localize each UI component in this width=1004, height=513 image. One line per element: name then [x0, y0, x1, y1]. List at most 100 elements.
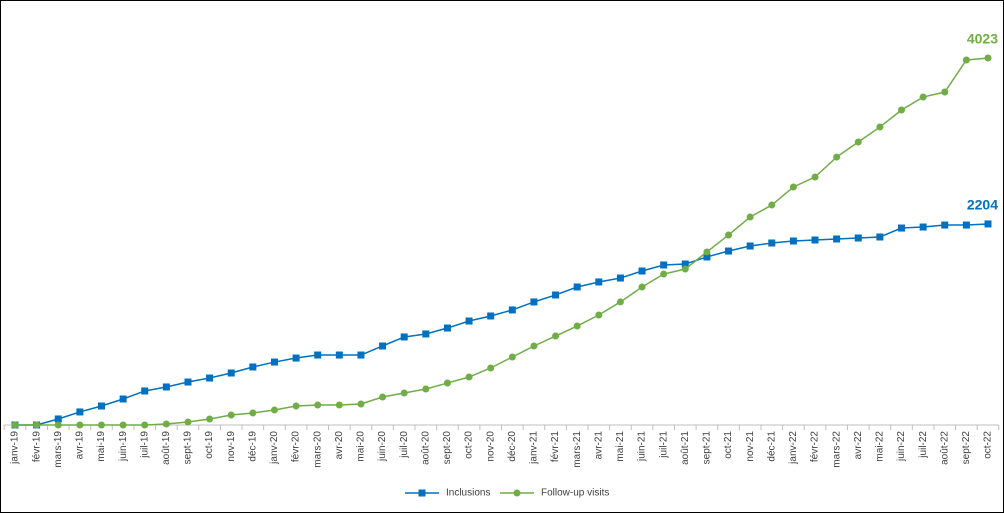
- data-point: [984, 54, 992, 62]
- data-point: [443, 379, 451, 387]
- data-point: [638, 283, 646, 291]
- data-label: 4023: [967, 31, 998, 47]
- x-tick-label: juin-20: [377, 431, 388, 462]
- data-point: [703, 248, 711, 256]
- x-tick-label: août-22: [939, 431, 950, 465]
- x-tick-label: sept-22: [961, 431, 972, 465]
- data-point: [141, 387, 149, 395]
- x-tick-label: juil-21: [658, 431, 669, 459]
- data-point: [789, 237, 797, 245]
- data-point: [919, 93, 927, 101]
- x-tick-label: févr-19: [31, 431, 42, 463]
- data-point: [595, 311, 603, 319]
- data-point: [97, 421, 105, 429]
- data-point: [833, 235, 841, 243]
- data-point: [746, 213, 754, 221]
- legend-label: Follow-up visits: [541, 488, 609, 499]
- data-point: [54, 421, 62, 429]
- x-tick-label: nov-19: [226, 431, 237, 462]
- x-tick-label: juil-19: [139, 431, 150, 459]
- data-point: [400, 333, 408, 341]
- data-point: [508, 353, 516, 361]
- data-point: [530, 298, 538, 306]
- data-point: [768, 239, 776, 247]
- data-point: [487, 364, 495, 372]
- x-tick-label: juil-22: [918, 431, 929, 459]
- data-point: [984, 220, 992, 228]
- x-tick-label: janv-22: [788, 431, 799, 465]
- data-point: [854, 234, 862, 242]
- data-point: [11, 421, 19, 429]
- data-point: [638, 267, 646, 275]
- data-point: [249, 363, 257, 371]
- data-point: [227, 411, 235, 419]
- x-tick-label: nov-21: [745, 431, 756, 462]
- data-point: [854, 138, 862, 146]
- data-point: [314, 351, 322, 359]
- data-point: [292, 402, 300, 410]
- x-tick-label: oct-20: [464, 431, 475, 459]
- data-point: [443, 324, 451, 332]
- x-tick-label: oct-22: [983, 431, 994, 459]
- data-point: [76, 421, 84, 429]
- data-point: [703, 253, 711, 261]
- x-tick-label: sept-21: [702, 431, 713, 465]
- data-point: [249, 409, 257, 417]
- data-point: [919, 223, 927, 231]
- data-point: [768, 201, 776, 209]
- x-tick-label: janv-19: [10, 431, 21, 465]
- data-point: [379, 393, 387, 401]
- series-line: [15, 223, 989, 426]
- data-point: [681, 260, 689, 268]
- data-point: [573, 322, 581, 330]
- data-point: [941, 88, 949, 96]
- data-point: [746, 242, 754, 250]
- x-tick-label: juin-19: [118, 431, 129, 462]
- data-point: [465, 317, 473, 325]
- x-tick-label: mars-22: [831, 431, 842, 468]
- data-point: [54, 415, 62, 423]
- x-tick-label: févr-22: [810, 431, 821, 463]
- data-point: [206, 374, 214, 382]
- x-tick-label: déc-21: [766, 431, 777, 462]
- x-tick-label: mai-19: [96, 431, 107, 462]
- legend-marker: [418, 489, 426, 497]
- x-tick-label: août-20: [420, 431, 431, 465]
- legend-marker: [513, 489, 521, 497]
- data-point: [465, 373, 473, 381]
- series-line: [15, 57, 989, 426]
- data-point: [660, 261, 668, 269]
- data-point: [725, 231, 733, 239]
- x-tick-label: sept-20: [442, 431, 453, 465]
- data-point: [162, 420, 170, 428]
- data-point: [898, 224, 906, 232]
- x-tick-label: mars-21: [572, 431, 583, 468]
- data-point: [811, 236, 819, 244]
- x-tick-label: avr-20: [334, 431, 345, 460]
- data-point: [962, 56, 970, 64]
- data-point: [162, 383, 170, 391]
- x-tick-label: mars-20: [312, 431, 323, 468]
- x-tick-label: avr-19: [75, 431, 86, 460]
- data-point: [379, 342, 387, 350]
- x-tick-label: oct-19: [204, 431, 215, 459]
- data-point: [270, 358, 278, 366]
- data-point: [789, 183, 797, 191]
- data-point: [616, 274, 624, 282]
- data-point: [184, 378, 192, 386]
- data-point: [616, 298, 624, 306]
- data-point: [530, 342, 538, 350]
- data-point: [357, 400, 365, 408]
- data-point: [660, 270, 668, 278]
- data-point: [573, 283, 581, 291]
- data-point: [357, 351, 365, 359]
- x-tick-label: févr-20: [291, 431, 302, 463]
- data-point: [876, 233, 884, 241]
- data-point: [552, 291, 560, 299]
- x-tick-label: juil-20: [399, 431, 410, 459]
- data-point: [811, 173, 819, 181]
- x-tick-label: nov-20: [485, 431, 496, 462]
- x-tick-label: janv-21: [529, 431, 540, 465]
- data-point: [206, 415, 214, 423]
- data-point: [962, 221, 970, 229]
